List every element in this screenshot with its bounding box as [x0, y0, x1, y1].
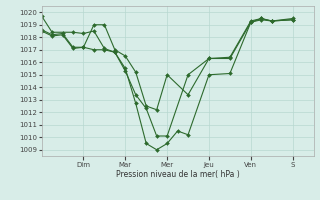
X-axis label: Pression niveau de la mer( hPa ): Pression niveau de la mer( hPa ): [116, 170, 239, 179]
